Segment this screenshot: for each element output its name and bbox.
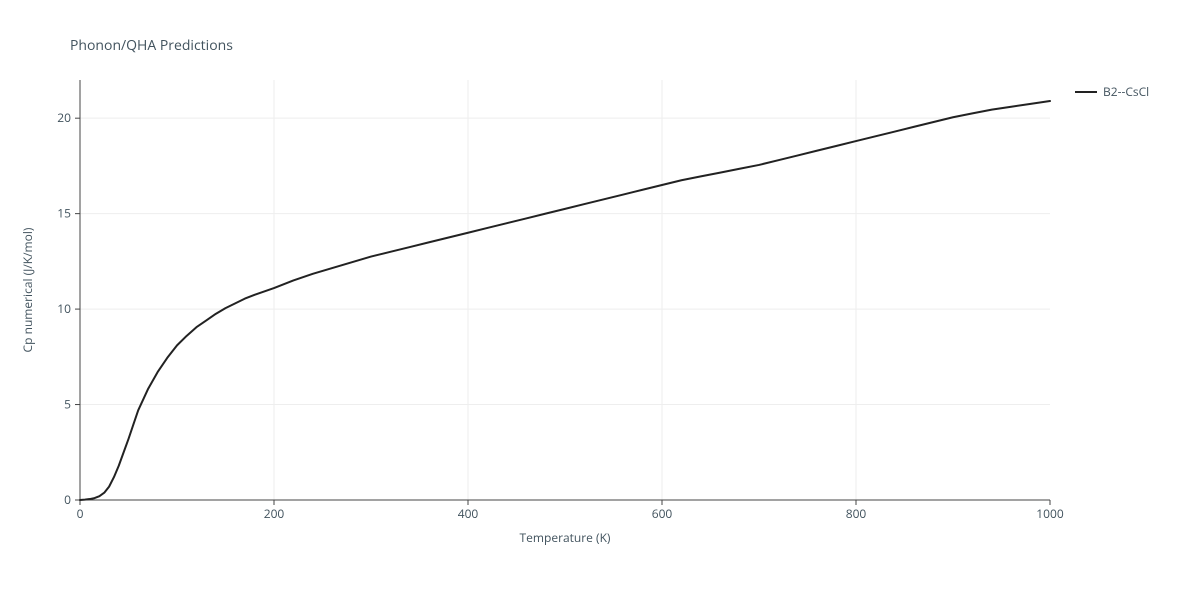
chart-container: { "chart": { "type": "line", "title": "P… (0, 0, 1200, 600)
y-tick-label: 0 (64, 491, 71, 508)
y-axis-label: Cp numerical (J/K/mol) (19, 227, 36, 352)
y-tick-label: 15 (57, 205, 71, 222)
y-tick-label: 10 (57, 300, 71, 317)
y-tick-label: 5 (64, 396, 71, 413)
x-tick-label: 1000 (1036, 505, 1064, 522)
plot-svg: 0 200 400 600 800 1000 0 5 10 15 20 Temperature (K)… (0, 0, 1200, 600)
x-tick-label: 200 (264, 505, 285, 522)
series-line (80, 101, 1050, 500)
x-tick-label: 600 (652, 505, 673, 522)
legend-line-icon (1075, 90, 1097, 94)
x-tick-label: 0 (77, 505, 84, 522)
x-tick-label: 400 (458, 505, 479, 522)
x-axis-label: Temperature (K) (520, 529, 611, 546)
legend: B2--CsCl (1075, 83, 1149, 100)
y-tick-label: 20 (57, 109, 71, 126)
legend-label: B2--CsCl (1103, 83, 1149, 100)
x-tick-label: 800 (846, 505, 867, 522)
